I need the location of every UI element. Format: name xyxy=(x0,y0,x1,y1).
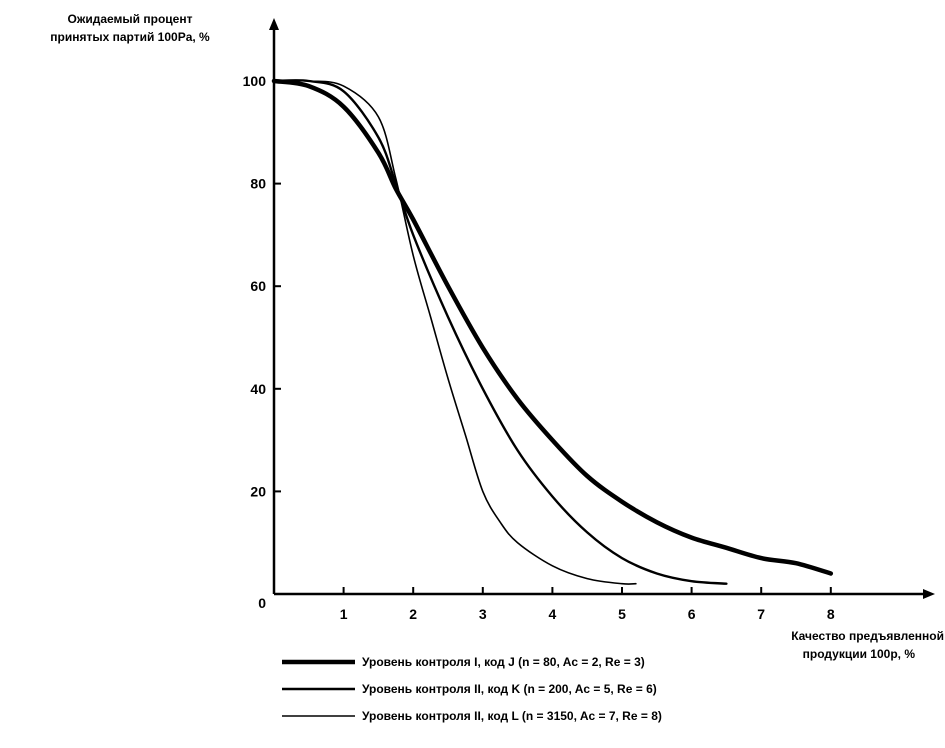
x-tick-label: 2 xyxy=(409,606,417,622)
x-axis-title-line-1: Качество предъявленной xyxy=(791,629,944,643)
x-tick-label: 6 xyxy=(688,606,696,622)
y-axis-arrow xyxy=(269,18,279,30)
legend-label-1: Уровень контроля I, код J (n = 80, Ac = … xyxy=(362,655,645,669)
series-layer xyxy=(271,78,834,585)
y-axis-title-line-1: Ожидаемый процент xyxy=(68,12,193,26)
series-line-1 xyxy=(271,78,834,576)
x-tick-label: 8 xyxy=(827,606,835,622)
y-tick-label: 100 xyxy=(243,73,267,89)
ticks: 1 2 3 4 5 6 7 8 20 40 60 80 100 xyxy=(243,73,835,622)
legend-label-3: Уровень контроля II, код L (n = 3150, Ac… xyxy=(362,709,662,723)
series-line-3 xyxy=(273,79,637,585)
x-tick-label: 1 xyxy=(340,606,348,622)
y-tick-label: 20 xyxy=(250,483,266,499)
legend-label-2: Уровень контроля II, код K (n = 200, Ac … xyxy=(362,682,657,696)
x-tick-label: 5 xyxy=(618,606,626,622)
y-tick-label: 40 xyxy=(250,381,266,397)
x-tick-label: 3 xyxy=(479,606,487,622)
axis-titles: Ожидаемый процент принятых партий 100Pa,… xyxy=(50,12,944,661)
axes xyxy=(269,18,935,599)
series-line-2 xyxy=(272,79,728,585)
y-tick-label: 60 xyxy=(250,278,266,294)
y-axis-title-line-2: принятых партий 100Pa, % xyxy=(50,30,210,44)
y-tick-label: 80 xyxy=(250,176,266,192)
legend: Уровень контроля I, код J (n = 80, Ac = … xyxy=(282,655,662,723)
x-tick-label: 7 xyxy=(757,606,765,622)
origin-label: 0 xyxy=(258,595,266,611)
x-tick-label: 4 xyxy=(549,606,557,622)
x-axis-arrow xyxy=(923,589,935,599)
x-axis-title-line-2: продукции 100p, % xyxy=(803,647,916,661)
